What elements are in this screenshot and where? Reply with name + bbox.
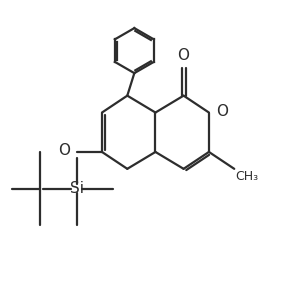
Text: CH₃: CH₃ bbox=[236, 170, 259, 183]
Text: O: O bbox=[178, 48, 190, 63]
Text: Si: Si bbox=[70, 181, 83, 196]
Text: O: O bbox=[59, 143, 71, 158]
Text: O: O bbox=[216, 104, 228, 119]
